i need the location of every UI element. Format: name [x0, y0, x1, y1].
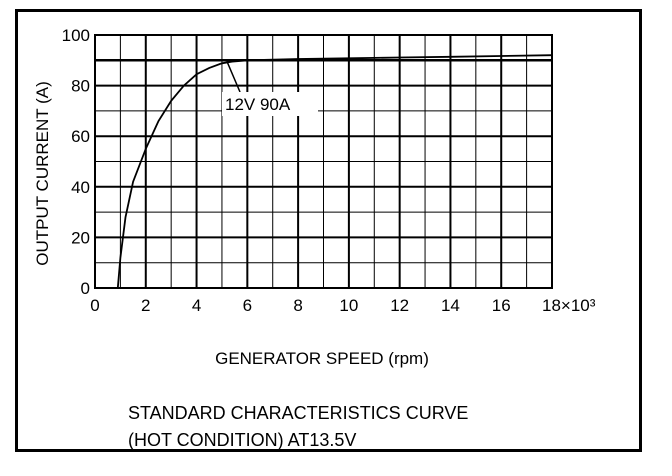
x-tick-label: 14: [441, 296, 460, 315]
x-tick-label: 4: [192, 296, 201, 315]
y-axis-title: OUTPUT CURRENT (A): [33, 81, 52, 266]
y-tick-label: 100: [62, 26, 90, 45]
y-tick-label: 20: [71, 228, 90, 247]
chart-frame: [15, 9, 642, 452]
x-tick-label: 12: [390, 296, 409, 315]
x-tick-label: 2: [141, 296, 150, 315]
y-tick-label: 80: [71, 77, 90, 96]
x-tick-label: 16: [492, 296, 511, 315]
x-tick-label: 8: [293, 296, 302, 315]
y-tick-label: 40: [71, 178, 90, 197]
output-curve: [116, 54, 553, 289]
x-tick-label: 0: [90, 296, 99, 315]
caption-line-1: STANDARD CHARACTERISTICS CURVE: [128, 403, 469, 423]
y-tick-label: 0: [81, 279, 90, 298]
x-axis-title: GENERATOR SPEED (rpm): [215, 349, 429, 368]
x-tick-label: 10: [339, 296, 358, 315]
annotation-box: [222, 92, 318, 116]
y-tick-label: 60: [71, 127, 90, 146]
caption-line-2: (HOT CONDITION) AT13.5V: [128, 430, 357, 450]
plot-border: [94, 34, 553, 289]
x-tick-label: 18×10³: [542, 296, 596, 315]
x-tick-label: 6: [243, 296, 252, 315]
annotation-leader: [226, 61, 241, 93]
annotation-label: 12V 90A: [225, 95, 291, 114]
